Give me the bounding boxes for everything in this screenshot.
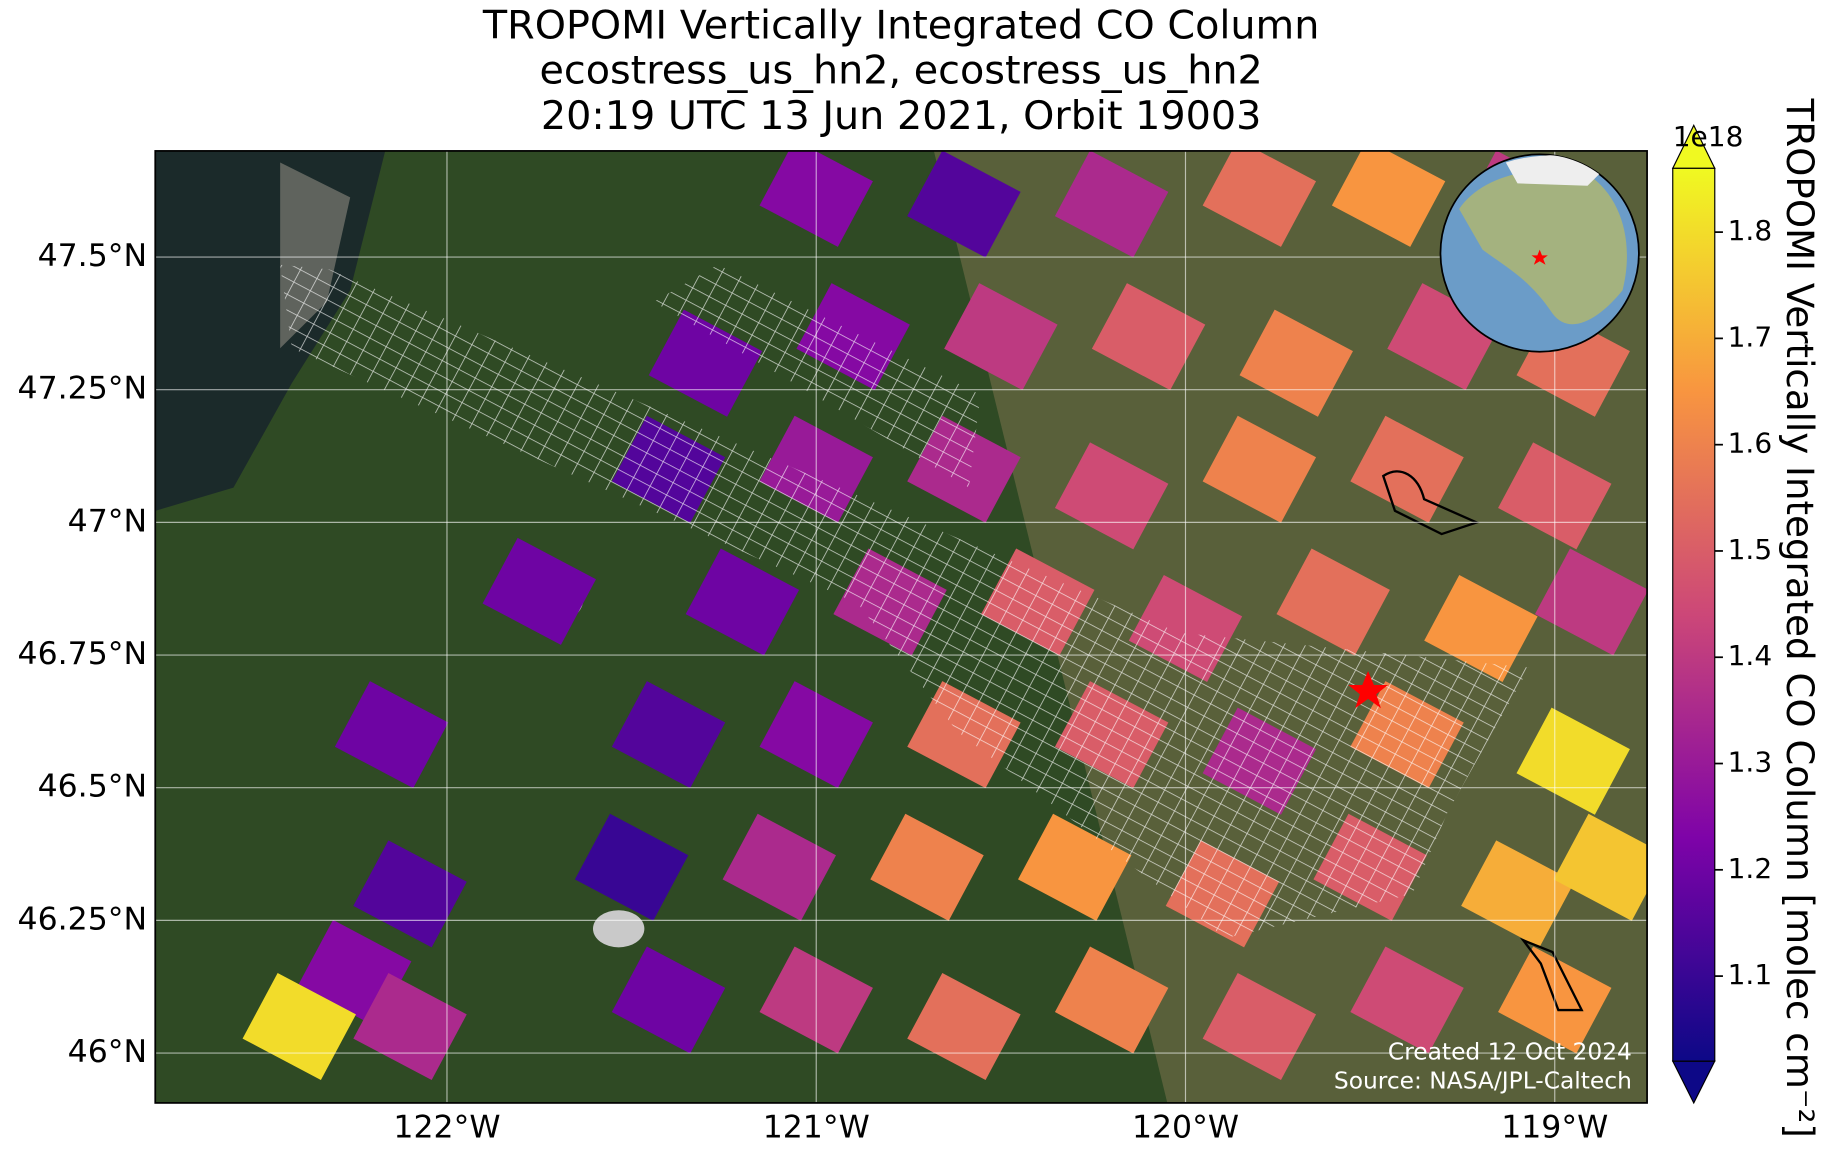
y-tick-label: 46°N bbox=[68, 1034, 147, 1070]
colorbar-tick-label: 1.7 bbox=[1728, 320, 1773, 353]
co-pixel bbox=[722, 813, 837, 921]
colorbar-tick-label: 1.8 bbox=[1728, 214, 1773, 247]
colorbar: 1e18 TROPOMI Vertically Integrated CO Co… bbox=[1671, 98, 1821, 1138]
co-pixel bbox=[574, 813, 689, 921]
co-pixel bbox=[1553, 813, 1648, 921]
co-pixel bbox=[1350, 946, 1464, 1054]
co-pixel bbox=[1202, 415, 1317, 523]
colorbar-label: TROPOMI Vertically Integrated CO Column … bbox=[1778, 98, 1821, 1138]
globe-land bbox=[1459, 169, 1627, 325]
y-tick-label: 46.25°N bbox=[18, 901, 148, 937]
y-tick-label: 46.5°N bbox=[38, 769, 147, 805]
co-pixel bbox=[944, 283, 1058, 391]
co-pixel bbox=[1276, 548, 1390, 656]
annotation: Source: NASA/JPL-Caltech bbox=[1334, 1068, 1632, 1095]
co-pixel bbox=[334, 681, 449, 789]
colorbar-tick-label: 1.3 bbox=[1728, 746, 1773, 779]
x-tick-label: 119°W bbox=[1501, 1110, 1608, 1146]
co-pixel bbox=[1534, 548, 1648, 656]
globe-marker bbox=[1531, 249, 1548, 265]
colorbar-tick-label: 1.4 bbox=[1728, 639, 1773, 672]
site-marker bbox=[1348, 671, 1388, 709]
co-pixel bbox=[1350, 415, 1464, 523]
colorbar-tick-label: 1.6 bbox=[1728, 427, 1773, 460]
co-pixel bbox=[1054, 946, 1169, 1054]
co-pixel bbox=[685, 548, 800, 656]
co-pixel bbox=[611, 946, 726, 1054]
title-line: 20:19 UTC 13 Jun 2021, Orbit 19003 bbox=[541, 93, 1261, 139]
colorbar-body bbox=[1672, 167, 1716, 1062]
inset-globe bbox=[1439, 153, 1640, 353]
colorbar-tick-label: 1.1 bbox=[1728, 958, 1773, 991]
map-area: Created 12 Oct 2024 Source: NASA/JPL-Cal… bbox=[155, 150, 1648, 1103]
x-tick-label: 122°W bbox=[393, 1110, 500, 1146]
x-tick-label: 121°W bbox=[763, 1110, 870, 1146]
x-tick-label: 120°W bbox=[1132, 1110, 1239, 1146]
annotation: Created 12 Oct 2024 bbox=[1388, 1039, 1632, 1066]
colorbar-tick-label: 1.5 bbox=[1728, 533, 1773, 566]
co-pixel bbox=[482, 537, 596, 645]
title-line: ecostress_us_hn2, ecostress_us_hn2 bbox=[540, 48, 1263, 94]
map-frame bbox=[154, 150, 1648, 1104]
grid bbox=[155, 150, 1648, 1103]
co-pixel bbox=[1202, 150, 1317, 247]
lake-outline bbox=[1381, 470, 1480, 536]
co-pixel bbox=[611, 681, 726, 789]
colorbar-tick-label: 1.2 bbox=[1728, 852, 1773, 885]
y-tick-label: 47.5°N bbox=[38, 238, 147, 274]
co-pixel bbox=[1054, 150, 1169, 258]
y-tick-label: 47°N bbox=[68, 503, 147, 539]
basemap-snow bbox=[592, 910, 645, 948]
swath bbox=[280, 264, 1530, 939]
colorbar-extend-min bbox=[1671, 1060, 1716, 1105]
colorbar-offset: 1e18 bbox=[1673, 120, 1744, 153]
lake-outline bbox=[1519, 937, 1584, 1012]
title-line: TROPOMI Vertically Integrated CO Column bbox=[482, 2, 1319, 48]
y-tick-label: 46.75°N bbox=[18, 636, 148, 672]
co-pixel bbox=[1331, 150, 1446, 247]
y-tick-label: 47.25°N bbox=[18, 371, 148, 407]
co-pixel bbox=[870, 813, 984, 921]
co-pixel bbox=[1091, 283, 1206, 391]
co-pixel bbox=[907, 150, 1021, 258]
swath bbox=[653, 264, 981, 488]
